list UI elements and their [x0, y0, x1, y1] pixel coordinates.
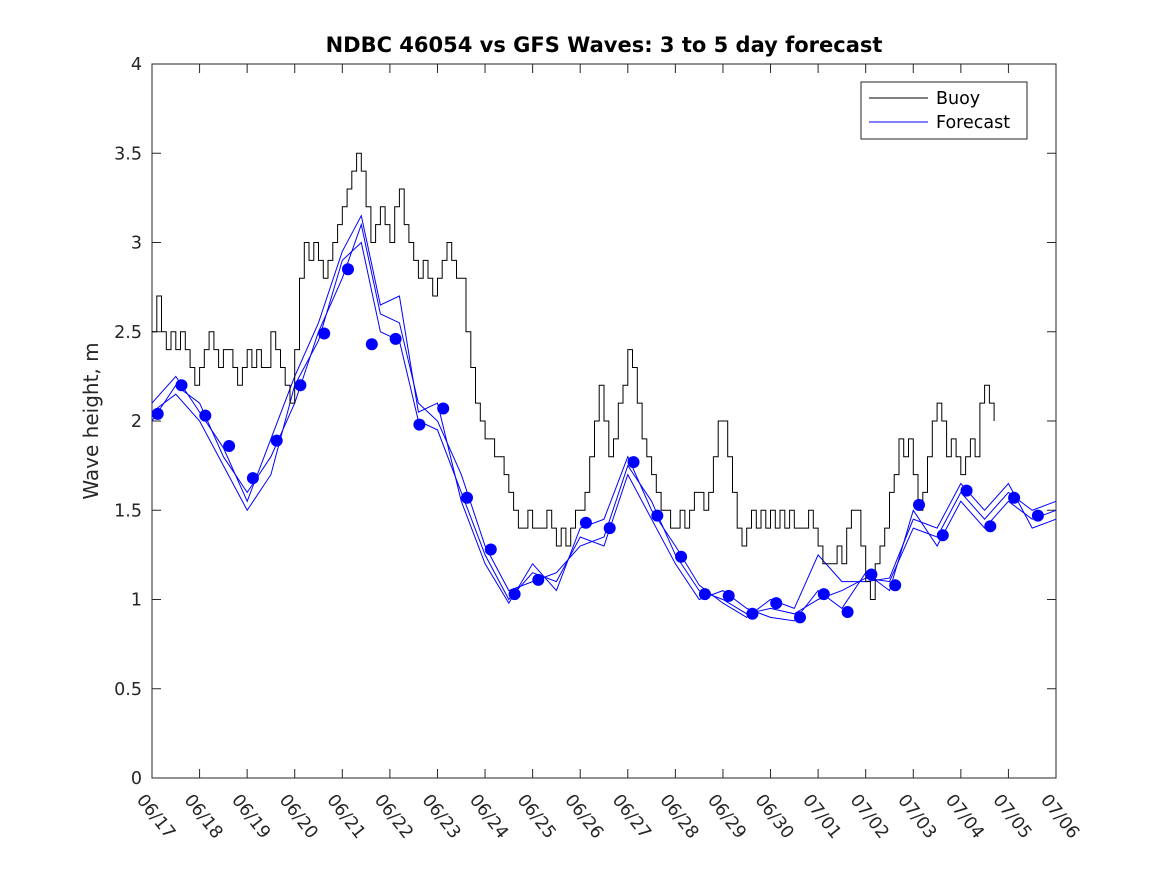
forecast-marker: [151, 407, 164, 420]
forecast-marker: [1031, 509, 1044, 522]
forecast-line: [151, 214, 1057, 619]
chart-title: NDBC 46054 vs GFS Waves: 3 to 5 day fore…: [326, 33, 883, 57]
forecast-marker: [913, 498, 925, 511]
forecast-marker: [746, 607, 759, 620]
forecast-marker: [318, 327, 331, 340]
forecast-marker: [770, 597, 783, 610]
forecast-marker: [698, 588, 711, 601]
forecast-marker: [294, 379, 307, 392]
forecast-markers: [151, 263, 1044, 624]
forecast-line: [151, 241, 1057, 622]
forecast-marker: [199, 409, 212, 422]
forecast-marker: [841, 606, 854, 618]
legend-box: [860, 81, 1028, 140]
forecast-marker: [627, 456, 640, 469]
legend: Buoy Forecast: [860, 81, 1028, 140]
forecast-marker: [651, 509, 664, 522]
y-tick-label: 2.5: [114, 323, 142, 343]
buoy-line: [152, 152, 995, 600]
forecast-marker: [508, 588, 521, 601]
series-lines: [151, 152, 1057, 622]
forecast-marker: [461, 491, 473, 504]
forecast-marker: [1008, 491, 1021, 504]
forecast-marker: [484, 543, 497, 556]
forecast-marker: [175, 379, 188, 392]
forecast-marker: [984, 520, 997, 533]
legend-buoy-label: Buoy: [936, 89, 980, 109]
forecast-marker: [603, 522, 616, 535]
y-tick-label: 2: [131, 412, 142, 432]
y-ticks: 0 0.5 1 1.5 2 2.5 3 3.5 4: [114, 55, 1056, 789]
forecast-marker: [532, 573, 545, 586]
forecast-marker: [389, 332, 402, 345]
forecast-marker: [246, 472, 259, 485]
forecast-marker: [817, 588, 830, 601]
forecast-marker: [342, 263, 354, 276]
forecast-marker: [270, 434, 283, 447]
forecast-marker: [413, 418, 426, 431]
y-tick-label: 0: [131, 769, 142, 789]
forecast-marker: [675, 550, 688, 563]
y-tick-label: 3.5: [114, 144, 142, 164]
y-tick-label: 1: [131, 591, 142, 611]
forecast-marker: [960, 484, 973, 497]
forecast-marker: [794, 611, 806, 624]
y-tick-label: 4: [131, 55, 142, 75]
y-tick-label: 0.5: [114, 680, 142, 700]
y-tick-label: 1.5: [114, 501, 142, 521]
legend-forecast-label: Forecast: [936, 113, 1010, 133]
forecast-marker: [365, 338, 378, 351]
y-axis-label: Wave height, m: [79, 342, 103, 499]
forecast-marker: [722, 589, 735, 602]
forecast-marker: [936, 529, 949, 542]
forecast-marker: [579, 516, 592, 529]
forecast-marker: [437, 402, 450, 415]
forecast-marker: [865, 568, 878, 581]
y-tick-label: 3: [131, 234, 142, 254]
forecast-marker: [223, 440, 236, 452]
forecast-marker: [889, 579, 902, 592]
